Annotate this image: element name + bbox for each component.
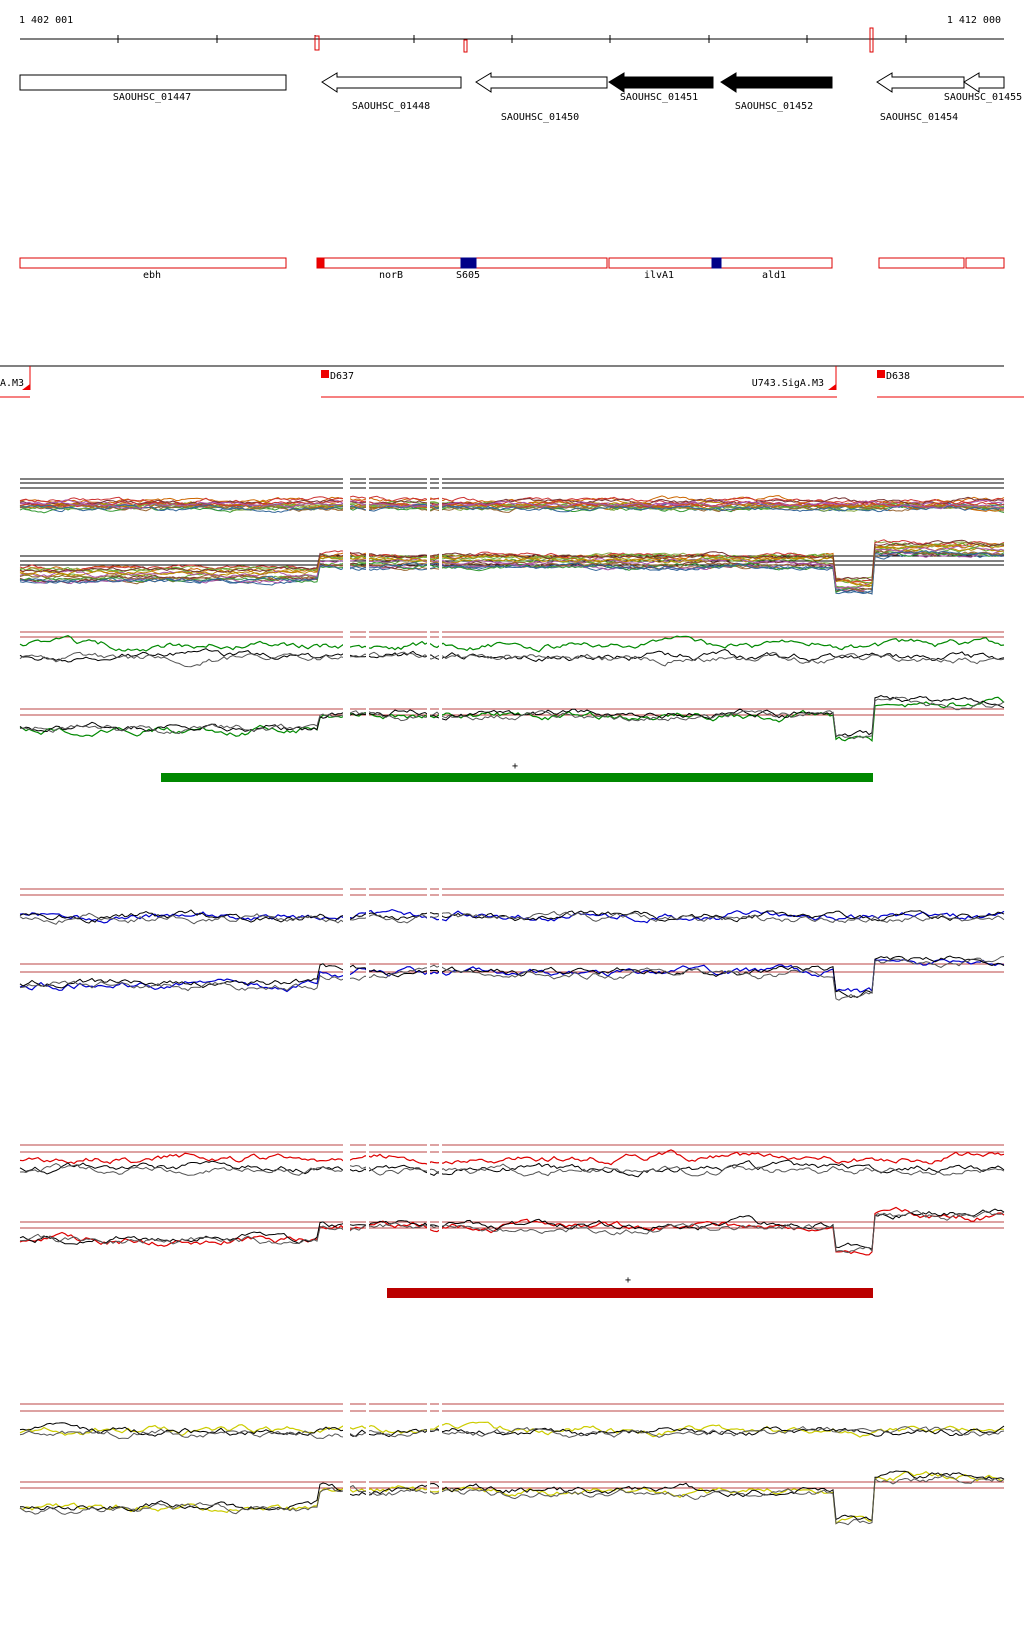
trace	[19, 1425, 1005, 1440]
expression-traces	[19, 473, 1005, 1526]
trace	[19, 503, 1005, 513]
trace	[19, 909, 1005, 924]
gene-label: SAOUHSC_01455	[944, 92, 1022, 103]
gap	[439, 626, 442, 747]
trace	[19, 635, 1005, 653]
end-coordinate: 1 412 000	[947, 15, 1001, 26]
trace	[19, 539, 1005, 582]
trace	[19, 1208, 1005, 1251]
gap	[366, 1398, 369, 1520]
feature-label: ebh	[143, 270, 161, 281]
trace	[19, 1159, 1005, 1178]
gap	[427, 473, 430, 597]
trace	[19, 651, 1005, 668]
trace	[19, 696, 1005, 743]
gene-track	[19, 72, 1005, 93]
region-marker: +	[625, 1275, 631, 1286]
gap	[343, 1139, 350, 1260]
trace	[19, 696, 1005, 740]
trace	[19, 694, 1005, 738]
gap	[439, 883, 442, 1004]
green-region	[161, 773, 873, 782]
trace	[19, 955, 1005, 999]
region-marker: +	[512, 761, 518, 772]
gene-label: SAOUHSC_01448	[352, 101, 430, 112]
promoter-label: A.M3	[0, 378, 24, 389]
trace	[19, 500, 1005, 510]
trace	[19, 1210, 1005, 1254]
gap	[427, 1139, 430, 1260]
trace	[19, 1474, 1005, 1526]
trace	[19, 956, 1005, 1001]
gap	[427, 1398, 430, 1520]
gap	[439, 1139, 442, 1260]
start-coordinate: 1 402 001	[19, 15, 73, 26]
trace	[19, 910, 1005, 925]
gap	[439, 473, 442, 597]
trace	[19, 544, 1005, 589]
trace	[19, 550, 1005, 593]
gap	[366, 883, 369, 1004]
trace	[19, 539, 1005, 583]
trace	[19, 1162, 1005, 1177]
gap	[366, 1139, 369, 1260]
feature-label: ald1	[762, 270, 786, 281]
promoter-label: D638	[886, 371, 910, 382]
feature-label: S605	[456, 270, 480, 281]
trace	[19, 543, 1005, 587]
trace	[19, 496, 1005, 507]
gap	[427, 626, 430, 747]
feature-track	[19, 257, 1005, 269]
gap	[343, 1398, 350, 1520]
gene-label: SAOUHSC_01447	[113, 92, 191, 103]
gap	[427, 883, 430, 1004]
gap	[366, 626, 369, 747]
trace	[19, 1422, 1005, 1438]
trace	[19, 550, 1005, 595]
promoter-label: U743.SigA.M3	[752, 378, 824, 389]
gap	[343, 473, 350, 597]
trace	[19, 1470, 1005, 1521]
trace	[19, 1149, 1005, 1166]
gene-label: SAOUHSC_01454	[880, 112, 958, 123]
gene-label: SAOUHSC_01451	[620, 92, 698, 103]
gap	[439, 1398, 442, 1520]
trace	[19, 505, 1005, 514]
feature-label: ilvA1	[644, 270, 674, 281]
gene-label: SAOUHSC_01452	[735, 101, 813, 112]
trace	[19, 1421, 1005, 1438]
trace	[19, 1206, 1005, 1256]
ruler	[20, 27, 1004, 53]
gap	[343, 626, 350, 747]
promoter-label: D637	[330, 371, 354, 382]
red-region	[387, 1288, 873, 1298]
trace	[19, 958, 1005, 993]
feature-label: norB	[379, 270, 403, 281]
trace	[19, 908, 1005, 924]
trace	[19, 503, 1005, 513]
gene-label: SAOUHSC_01450	[501, 112, 579, 123]
promoter-track	[0, 365, 1024, 398]
gap	[343, 883, 350, 1004]
gap	[366, 473, 369, 597]
trace	[19, 551, 1005, 595]
